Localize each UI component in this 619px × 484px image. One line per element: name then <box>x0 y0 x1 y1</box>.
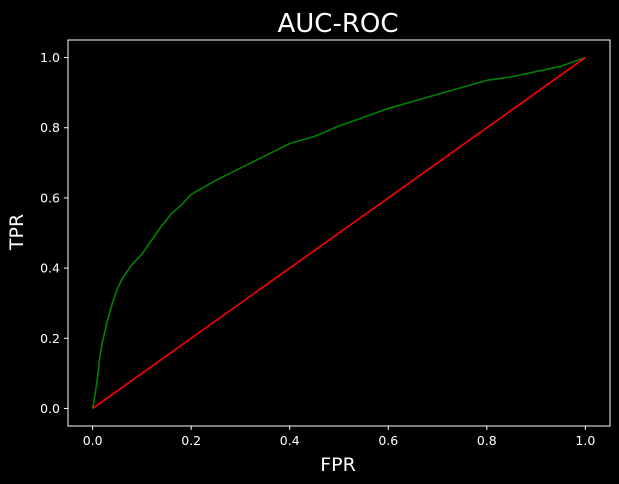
y-tick-label: 0.0 <box>40 401 60 416</box>
y-axis-ticks: 0.0 0.2 0.4 0.6 0.8 1.0 <box>40 50 68 416</box>
x-tick-label: 0.6 <box>378 433 398 448</box>
y-tick-label: 1.0 <box>40 50 60 65</box>
x-tick-label: 1.0 <box>575 433 595 448</box>
x-axis-label: FPR <box>320 454 356 476</box>
x-tick-label: 0.2 <box>181 433 201 448</box>
random-baseline-line <box>92 56 586 410</box>
x-axis-ticks: 0.0 0.2 0.4 0.6 0.8 1.0 <box>83 426 595 448</box>
x-tick-label: 0.8 <box>477 433 497 448</box>
x-tick-label: 0.4 <box>280 433 300 448</box>
y-tick-label: 0.2 <box>40 331 60 346</box>
plot-frame <box>67 39 611 427</box>
y-axis-label: TPR <box>6 214 28 251</box>
y-tick-label: 0.4 <box>40 261 60 276</box>
y-tick-label: 0.8 <box>40 120 60 135</box>
roc-curve-line <box>91 56 586 409</box>
y-tick-label: 0.6 <box>40 190 60 205</box>
plot-area <box>67 39 611 427</box>
chart-title: AUC-ROC <box>277 9 398 39</box>
x-tick-label: 0.0 <box>83 433 103 448</box>
